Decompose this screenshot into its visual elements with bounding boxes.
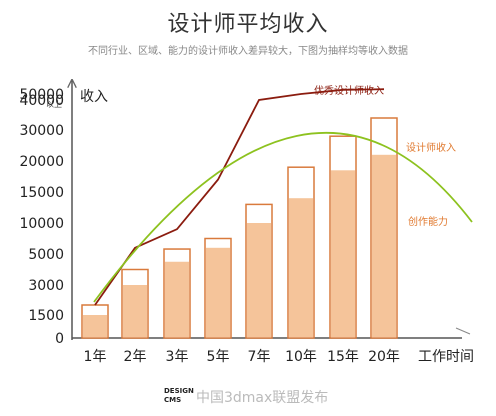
ability-label: 创作能力: [408, 215, 448, 228]
lines: [93, 88, 473, 306]
designer-income-label: 设计师收入: [406, 141, 456, 154]
chart-title: 设计师平均收入: [167, 12, 329, 37]
x-axis-end-mark: [455, 327, 471, 335]
x-tick-label: 3年: [166, 349, 189, 365]
x-tick-label: 1年: [84, 349, 107, 365]
y-tick-label: 15000: [19, 185, 64, 201]
y-tick-extra-label: 以上: [46, 100, 62, 109]
x-tick-label: 7年: [248, 349, 271, 365]
y-tick-label: 40000: [19, 93, 64, 109]
x-tick-label: 20年: [368, 349, 400, 365]
bar-lower-fill: [165, 261, 189, 337]
bar-lower-fill: [372, 154, 396, 337]
y-axis: 0 1500 3000 5000 10000 15000 20000 30000 4000050…: [19, 80, 108, 347]
ability-curve: [93, 131, 473, 303]
top-designer-income-label: 优秀设计师收入: [314, 84, 384, 97]
bars: [81, 117, 398, 339]
bar-lower-fill: [331, 170, 355, 337]
x-axis-label: 工作时间: [418, 349, 474, 365]
y-tick-label: 30000: [19, 123, 64, 139]
bar-lower-fill: [289, 198, 313, 337]
watermark-logo-top: DESIGN: [164, 387, 194, 395]
bar-lower-fill: [206, 247, 230, 337]
watermark-logo-bottom: CMS: [164, 396, 181, 404]
x-tick-label: 5年: [207, 349, 230, 365]
y-tick-label: 50000: [19, 87, 64, 103]
chart-subtitle: 不同行业、区域、能力的设计师收入差异较大，下图为抽样均等收入数据: [88, 46, 408, 57]
y-tick-label: 0: [55, 331, 64, 347]
y-tick-label: 20000: [19, 154, 64, 170]
bar-lower-fill: [247, 223, 271, 337]
x-tick-label: 2年: [124, 349, 147, 365]
y-tick-label: 3000: [28, 278, 64, 294]
top-designer-income-line: [94, 88, 385, 306]
y-axis-label: 收入: [80, 89, 108, 105]
x-tick-label: 10年: [285, 349, 317, 365]
y-tick-label: 10000: [19, 216, 64, 232]
x-tick-label: 15年: [327, 349, 359, 365]
y-tick-label: 5000: [28, 247, 64, 263]
watermark-text: 中国3dmax联盟发布: [196, 390, 328, 406]
bar-lower-fill: [123, 285, 147, 337]
bar-lower-fill: [83, 315, 107, 337]
y-tick-label: 1500: [28, 308, 64, 324]
